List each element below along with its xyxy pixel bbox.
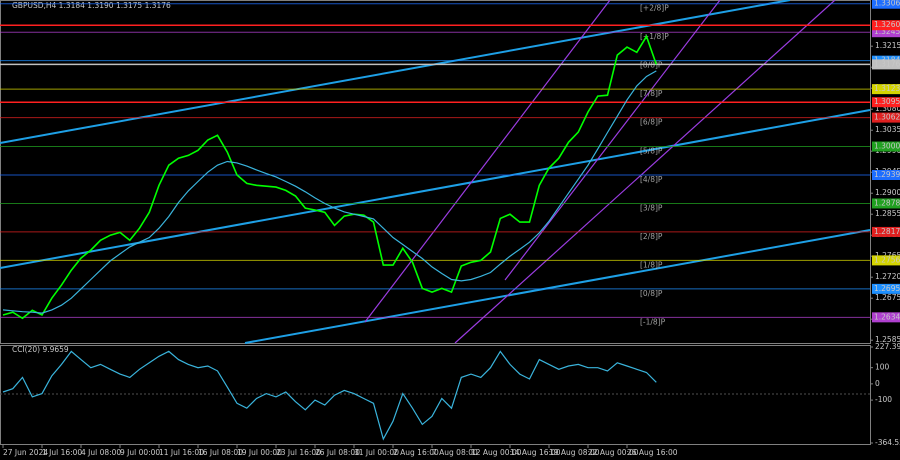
level-label-box <box>872 0 900 9</box>
x-tick-label: 19 Aug 08:00 <box>549 448 600 457</box>
level-label: 1.2878 <box>874 198 900 207</box>
price-label: 1.3095 <box>874 97 900 106</box>
level-label-box <box>872 84 900 95</box>
level-label: 1.2939 <box>874 170 900 179</box>
level-label-box <box>872 283 900 294</box>
level-name: [+2/8]P <box>640 4 669 13</box>
x-tick-label: 12 Aug 00:00 <box>471 448 522 457</box>
y-tick-label: 1.2585 <box>875 335 900 344</box>
trend-line <box>244 229 871 344</box>
series-line <box>2 34 658 320</box>
level-label-box <box>872 312 900 323</box>
x-tick-label: 16 Jul 08:00 <box>198 448 243 457</box>
level-name: [0/8]P <box>640 289 663 298</box>
x-tick-label: 31 Jul 00:00 <box>354 448 399 457</box>
cci-title: CCI(20) 9.9659 <box>12 345 69 354</box>
level-label: 1.3123 <box>874 84 900 93</box>
level-label: 1.3306 <box>874 0 900 8</box>
x-tick-label: 1 Jul 16:00 <box>42 448 82 457</box>
x-tick-label: 2 Aug 16:00 <box>393 448 439 457</box>
y-tick-label: 1.2720 <box>875 272 900 281</box>
x-tick-label: 23 Jul 16:00 <box>276 448 321 457</box>
y-tick-label: 1.3215 <box>875 41 900 50</box>
trend-lines <box>0 0 871 344</box>
channel-lines <box>364 0 836 344</box>
x-tick-label: 26 Jul 08:00 <box>315 448 360 457</box>
level-label: 1.2634 <box>874 312 900 321</box>
x-tick-label: 7 Aug 08:00 <box>432 448 478 457</box>
x-tick-label: 14 Aug 16:00 <box>510 448 561 457</box>
level-name: [2/8]P <box>640 232 663 241</box>
level-label: 1.3245 <box>874 27 900 36</box>
y-tick-label: 1.3035 <box>875 125 900 134</box>
cci-panel-frame <box>0 345 871 445</box>
trend-line <box>0 0 791 144</box>
x-tick-label: 11 Jul 16:00 <box>159 448 204 457</box>
level-name: [+1/8]P <box>640 32 669 41</box>
price-label-box <box>872 59 900 70</box>
level-name: [7/8]P <box>640 89 663 98</box>
series-line <box>2 350 657 441</box>
level-label-box <box>872 198 900 209</box>
x-tick-label: 19 Jul 00:00 <box>237 448 282 457</box>
x-tick-label: 22 Aug 00:00 <box>588 448 639 457</box>
y-tick-label: 0 <box>875 379 880 388</box>
price-label: 1.3176 <box>874 59 900 68</box>
level-label: 1.3000 <box>874 142 900 151</box>
y-tick-label: 100 <box>875 363 890 372</box>
level-label-box <box>872 141 900 152</box>
level-name: [-1/8]P <box>640 317 666 326</box>
price-label: 1.3260 <box>874 20 900 29</box>
y-tick-label: 227.390 <box>875 342 900 351</box>
channel-line <box>454 0 836 344</box>
level-name: [6/8]P <box>640 118 663 127</box>
y-tick-label: 1.2900 <box>875 188 900 197</box>
level-label: 1.2695 <box>874 284 900 293</box>
level-label-box <box>872 255 900 266</box>
y-tick-label: 1.2855 <box>875 209 900 218</box>
level-label: 1.3062 <box>874 113 900 122</box>
price-label-box <box>872 97 900 108</box>
y-tick-label: 1.2675 <box>875 293 900 302</box>
chart-title: GBPUSD,H4 1.3184 1.3190 1.3175 1.3176 <box>12 1 171 10</box>
y-tick-label: 1.3080 <box>875 104 900 113</box>
level-label-box <box>872 170 900 180</box>
level-name: [1/8]P <box>640 260 663 269</box>
level-label-box <box>872 112 900 123</box>
price-label-box <box>872 20 900 31</box>
x-tick-label: 26 Aug 16:00 <box>627 448 678 457</box>
level-label-box <box>872 226 900 237</box>
y-tick-label: -100 <box>875 395 892 404</box>
level-name: [8/8]P <box>640 61 663 70</box>
y-tick-label: -364.550 <box>875 438 900 447</box>
level-label: 1.2817 <box>874 227 900 236</box>
level-label-box <box>872 27 900 38</box>
series-line <box>2 70 657 314</box>
level-name: [3/8]P <box>640 203 663 212</box>
x-tick-label: 4 Jul 08:00 <box>81 448 121 457</box>
x-tick-label: 27 Jun 2024 <box>3 448 48 457</box>
trend-line <box>0 109 871 269</box>
level-label: 1.2756 <box>874 255 900 264</box>
level-name: [4/8]P <box>640 175 663 184</box>
channel-line <box>364 0 611 323</box>
channel-line <box>504 0 721 281</box>
x-tick-label: 9 Jul 00:00 <box>120 448 160 457</box>
level-name: [5/8]P <box>640 147 663 156</box>
